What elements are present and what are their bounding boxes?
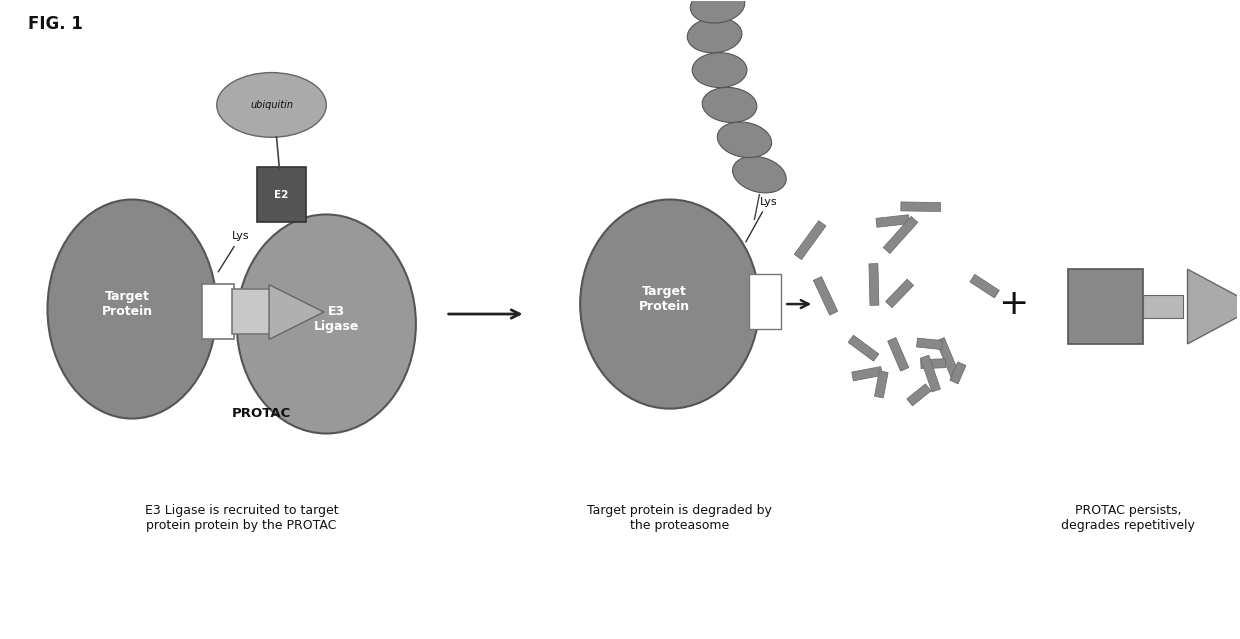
Ellipse shape [687,18,742,53]
Bar [1068,269,1143,344]
Text: Target
Protein: Target Protein [102,290,153,318]
Ellipse shape [702,88,756,123]
Ellipse shape [580,199,759,408]
Polygon shape [1188,269,1240,344]
Text: Lys: Lys [218,231,249,272]
Bar [906,384,931,406]
Bar [257,167,306,222]
Text: E3 Ligase is recruited to target
protein protein by the PROTAC: E3 Ligase is recruited to target protein… [145,504,339,532]
Bar [1143,295,1183,318]
Bar [916,338,942,350]
Bar [874,371,888,398]
Text: Target protein is degraded by
the proteasome: Target protein is degraded by the protea… [588,504,773,532]
Bar [875,215,909,227]
Text: PROTAC persists,
degrades repetitively: PROTAC persists, degrades repetitively [1061,504,1194,532]
Bar [232,289,277,334]
Bar [795,220,826,259]
Bar [869,264,879,305]
Bar [950,362,966,384]
Bar [920,355,940,392]
Ellipse shape [237,215,415,433]
Bar [920,358,946,369]
Bar [852,367,883,381]
Bar [749,274,781,329]
Text: Lys: Lys [745,197,777,242]
Bar [883,217,918,254]
Text: +: + [998,287,1028,321]
Ellipse shape [691,0,745,23]
Bar [936,337,961,380]
Bar [888,337,909,371]
Bar [900,202,941,212]
Bar [885,279,914,307]
Ellipse shape [692,52,746,88]
Bar [202,284,233,339]
Text: E3
Ligase: E3 Ligase [314,305,358,333]
Text: FIG. 1: FIG. 1 [27,15,83,33]
Text: ubiquitin: ubiquitin [250,100,293,110]
Text: E2: E2 [274,190,289,199]
Bar [970,274,999,298]
Ellipse shape [717,122,771,158]
Bar [848,335,879,361]
Text: Target
Protein: Target Protein [640,285,691,313]
Bar [813,277,838,315]
Ellipse shape [733,157,786,193]
Polygon shape [269,284,324,339]
Text: PROTAC: PROTAC [232,407,291,420]
Ellipse shape [47,199,217,419]
Ellipse shape [217,73,326,137]
